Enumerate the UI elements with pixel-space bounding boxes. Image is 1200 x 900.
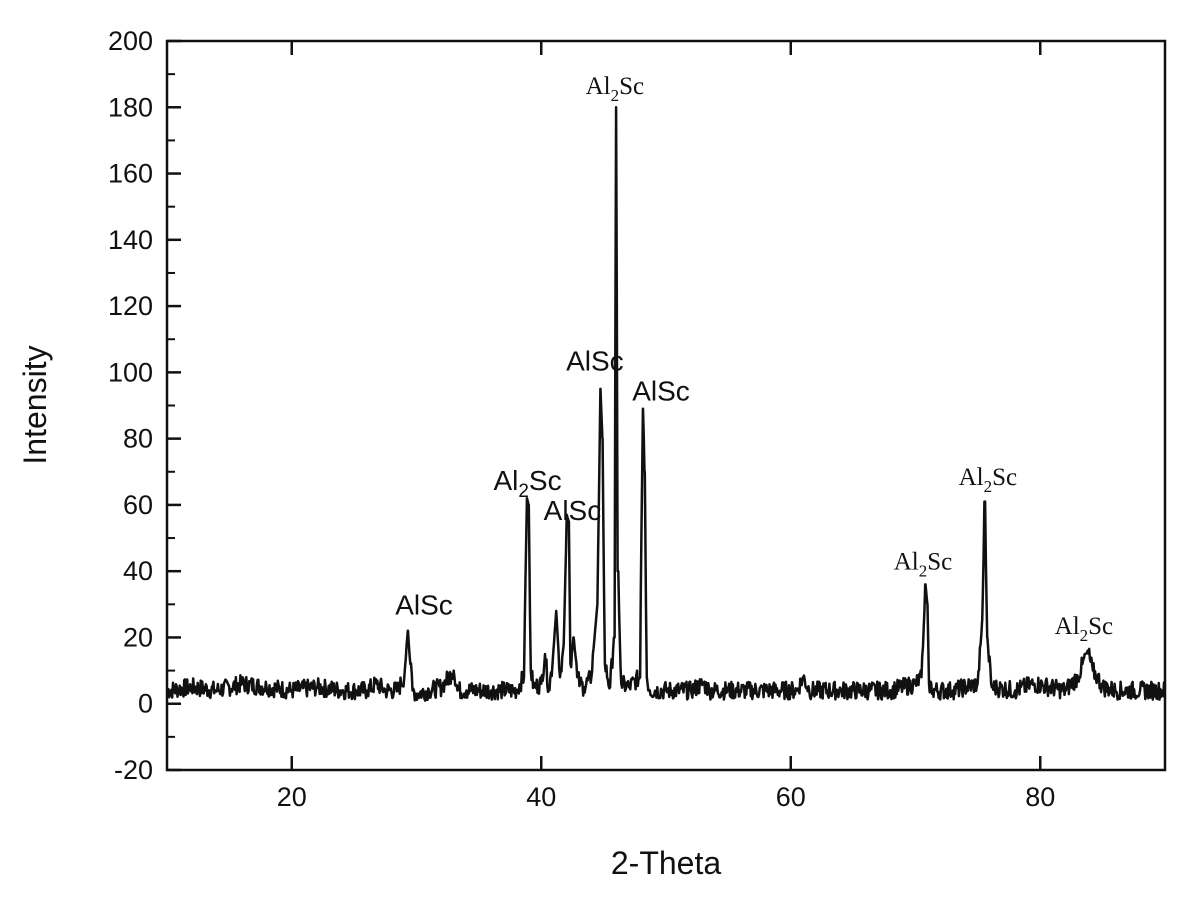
peak-label: Al2Sc bbox=[894, 549, 953, 581]
y-tick-label: 160 bbox=[108, 159, 153, 189]
intensity-series-line bbox=[166, 106, 1167, 702]
peak-label: Al2Sc bbox=[493, 465, 561, 502]
y-tick-label: 80 bbox=[123, 424, 153, 454]
peak-label: Al2Sc bbox=[586, 73, 645, 105]
x-tick-label: 60 bbox=[776, 782, 806, 812]
peak-label: AlSc bbox=[566, 346, 624, 377]
x-tick-label: 40 bbox=[526, 782, 556, 812]
tick-labels: 20 40 60 80 -20 0 20 40 60 80 100 120 140 160 180 200 bbox=[108, 26, 1055, 812]
y-tick-label: 20 bbox=[123, 622, 153, 652]
peak-annotations: AlScAl2ScAlScAlScAl2ScAlScAl2ScAl2ScAl2S… bbox=[395, 73, 1113, 645]
x-tick-label: 20 bbox=[277, 782, 307, 812]
y-tick-label: 100 bbox=[108, 357, 153, 387]
peak-label: AlSc bbox=[632, 376, 690, 407]
peak-label: AlSc bbox=[544, 495, 602, 526]
peak-label: Al2Sc bbox=[1055, 613, 1114, 645]
axis-ticks bbox=[167, 39, 1042, 772]
y-tick-label: 40 bbox=[123, 556, 153, 586]
y-tick-label: -20 bbox=[114, 755, 153, 785]
x-tick-label: 80 bbox=[1025, 782, 1055, 812]
y-tick-label: 0 bbox=[138, 689, 153, 719]
y-tick-label: 200 bbox=[108, 26, 153, 56]
y-tick-label: 60 bbox=[123, 490, 153, 520]
peak-label: Al2Sc bbox=[959, 464, 1018, 496]
y-axis-title: Intensity bbox=[17, 345, 53, 464]
y-tick-label: 180 bbox=[108, 92, 153, 122]
peak-label: AlSc bbox=[395, 589, 453, 620]
x-axis-title: 2-Theta bbox=[611, 845, 721, 881]
y-tick-label: 140 bbox=[108, 225, 153, 255]
y-tick-label: 120 bbox=[108, 291, 153, 321]
